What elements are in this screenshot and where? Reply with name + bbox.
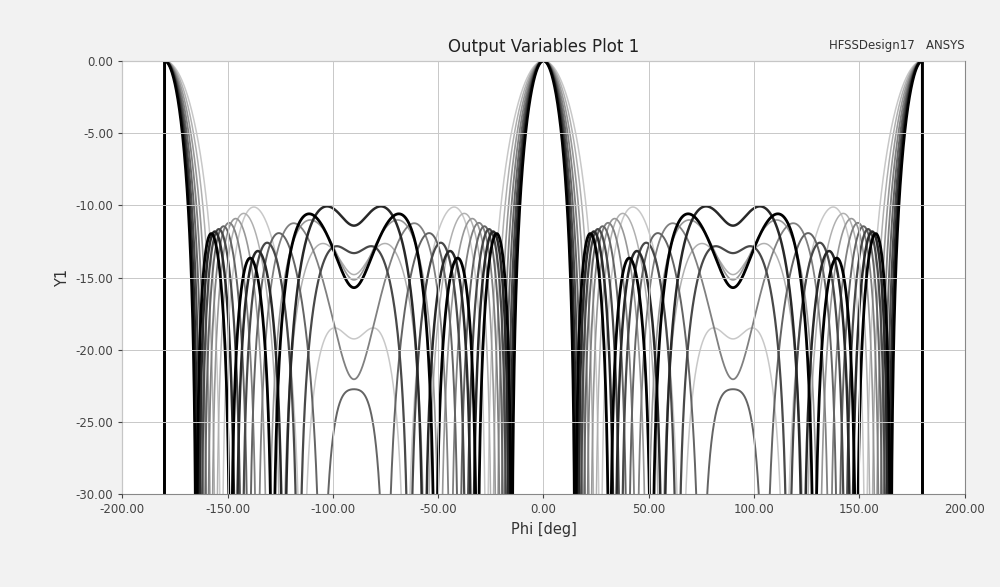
X-axis label: Phi [deg]: Phi [deg] — [511, 522, 576, 537]
Y-axis label: Y1: Y1 — [55, 268, 70, 286]
Title: Output Variables Plot 1: Output Variables Plot 1 — [448, 39, 639, 56]
Text: HFSSDesign17   ANSYS: HFSSDesign17 ANSYS — [829, 39, 965, 52]
